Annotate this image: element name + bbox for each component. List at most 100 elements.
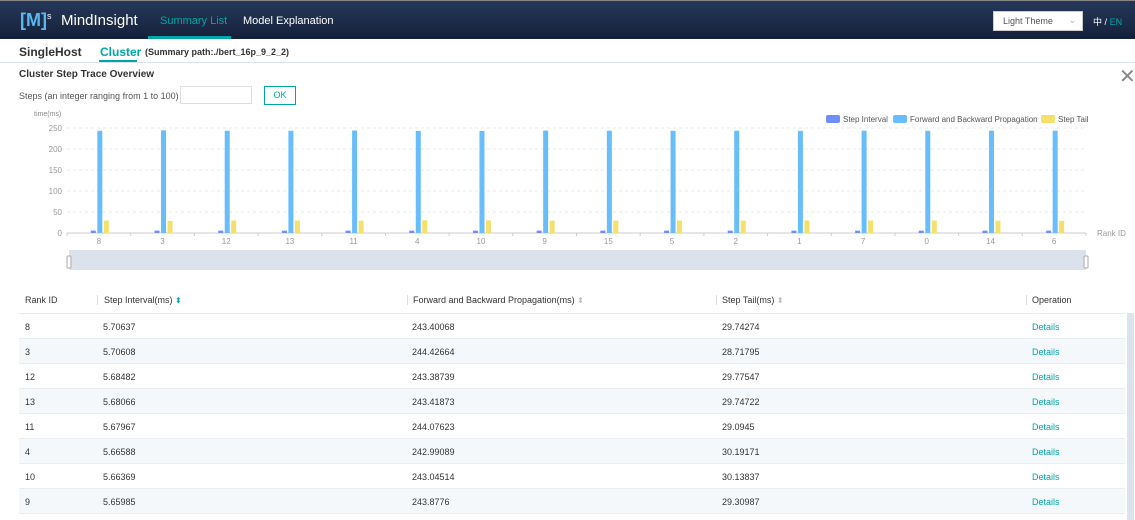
lang-en[interactable]: EN bbox=[1109, 17, 1123, 27]
nav-summary-list[interactable]: Summary List bbox=[160, 15, 228, 27]
table-cell: 29.74274 bbox=[722, 322, 760, 332]
lang-zh[interactable]: 中 bbox=[1093, 17, 1103, 27]
language-switch: 中 / EN bbox=[1093, 17, 1123, 27]
bar-step-tail bbox=[740, 220, 746, 233]
details-link[interactable]: Details bbox=[1032, 497, 1060, 507]
nav-active-indicator bbox=[148, 36, 231, 39]
header-operation: Operation bbox=[1032, 295, 1072, 305]
y-tick-label: 0 bbox=[58, 229, 63, 238]
table-cell: 11 bbox=[25, 422, 35, 432]
legend-label: Step Interval bbox=[843, 115, 888, 124]
bar-step-interval bbox=[791, 230, 797, 233]
bar-forward-and-backward-propagation bbox=[606, 130, 612, 233]
table-cell: 243.40068 bbox=[412, 322, 455, 332]
bar-step-tail bbox=[1059, 220, 1065, 233]
table-cell: 242.99089 bbox=[412, 447, 455, 457]
mindinsight-logo: [M]s bbox=[20, 10, 52, 30]
table-cell: 10 bbox=[25, 472, 36, 482]
bar-step-interval bbox=[281, 230, 287, 233]
bar-step-tail bbox=[167, 220, 173, 233]
bar-step-tail bbox=[995, 220, 1001, 233]
y-tick-label: 250 bbox=[49, 124, 63, 133]
top-bar: [M]s MindInsight Summary List Model Expl… bbox=[0, 0, 1135, 39]
details-link[interactable]: Details bbox=[1032, 372, 1060, 382]
y-tick-label: 200 bbox=[49, 145, 63, 154]
bar-step-interval bbox=[727, 230, 733, 233]
data-zoom-slider[interactable] bbox=[69, 250, 1086, 270]
table-cell: 28.71795 bbox=[722, 347, 760, 357]
steps-input[interactable] bbox=[180, 86, 252, 104]
sort-icon[interactable]: ⬍ bbox=[175, 296, 182, 305]
bar-forward-and-backward-propagation bbox=[797, 130, 803, 233]
table-cell: 5.68066 bbox=[103, 397, 136, 407]
header-rank-id: Rank ID bbox=[25, 295, 58, 305]
steps-label: Steps (an integer ranging from 1 to 100) bbox=[19, 91, 179, 101]
x-tick-label: 1 bbox=[797, 237, 802, 246]
slider-handle-left[interactable] bbox=[66, 255, 72, 269]
column-divider bbox=[97, 295, 98, 305]
table-cell: 244.42664 bbox=[412, 347, 455, 357]
details-link[interactable]: Details bbox=[1032, 347, 1060, 357]
table-row: 3 5.70608 244.42664 28.71795 Details bbox=[19, 339, 1125, 364]
details-link[interactable]: Details bbox=[1032, 422, 1060, 432]
details-link[interactable]: Details bbox=[1032, 322, 1060, 332]
table-cell: 29.77547 bbox=[722, 372, 760, 382]
bar-step-interval bbox=[855, 230, 861, 233]
table-cell: 243.38739 bbox=[412, 372, 455, 382]
slider-handle-right[interactable] bbox=[1083, 255, 1089, 269]
details-link[interactable]: Details bbox=[1032, 472, 1060, 482]
x-tick-label: 14 bbox=[986, 237, 995, 246]
tab-cluster[interactable]: Cluster bbox=[100, 45, 142, 59]
app-name: MindInsight bbox=[61, 12, 138, 29]
details-link[interactable]: Details bbox=[1032, 397, 1060, 407]
legend-swatch bbox=[893, 115, 907, 123]
nav-model-explanation[interactable]: Model Explanation bbox=[243, 15, 334, 27]
header-step-interval[interactable]: Step Interval(ms) ⬍ bbox=[104, 295, 182, 305]
header-step-tail[interactable]: Step Tail(ms) ⬍ bbox=[722, 295, 784, 305]
x-tick-label: 13 bbox=[285, 237, 294, 246]
bar-forward-and-backward-propagation bbox=[861, 130, 867, 233]
x-tick-label: 0 bbox=[925, 237, 930, 246]
bar-step-tail bbox=[103, 220, 109, 233]
sort-icon[interactable]: ⬍ bbox=[776, 296, 784, 305]
bar-step-tail bbox=[358, 220, 364, 233]
bar-step-interval bbox=[600, 230, 606, 233]
bar-forward-and-backward-propagation bbox=[988, 130, 994, 233]
details-link[interactable]: Details bbox=[1032, 447, 1060, 457]
bar-step-interval bbox=[154, 230, 160, 233]
table-cell: 29.74722 bbox=[722, 397, 760, 407]
ok-button[interactable]: OK bbox=[264, 86, 296, 105]
chevron-down-icon: ⌄ bbox=[1068, 15, 1076, 25]
legend-swatch bbox=[826, 115, 840, 123]
theme-select[interactable]: Light Theme ⌄ bbox=[993, 11, 1083, 31]
x-tick-label: 8 bbox=[97, 237, 102, 246]
column-divider bbox=[407, 295, 408, 305]
x-tick-label: 15 bbox=[604, 237, 613, 246]
summary-path: (Summary path:./bert_16p_9_2_2) bbox=[145, 47, 290, 57]
legend-label: Step Tail bbox=[1058, 115, 1089, 124]
table-row: 8 5.70637 243.40068 29.74274 Details bbox=[19, 314, 1125, 339]
table-cell: 29.30987 bbox=[722, 497, 760, 507]
table-cell: 29.0945 bbox=[722, 422, 755, 432]
bar-step-interval bbox=[918, 230, 924, 233]
table-cell: 243.41873 bbox=[412, 397, 455, 407]
bar-step-tail bbox=[677, 220, 683, 233]
bar-forward-and-backward-propagation bbox=[415, 130, 421, 233]
column-divider bbox=[1026, 295, 1027, 305]
table-scrollbar[interactable] bbox=[1127, 313, 1134, 520]
bar-step-tail bbox=[549, 220, 555, 233]
close-icon[interactable]: ✕ bbox=[1119, 66, 1135, 88]
table-cell: 243.8776 bbox=[412, 497, 450, 507]
header-fp-bp[interactable]: Forward and Backward Propagation(ms) ⬍ bbox=[413, 295, 584, 305]
x-tick-label: 7 bbox=[861, 237, 866, 246]
table-row: 4 5.66588 242.99089 30.19171 Details bbox=[19, 439, 1125, 464]
bar-step-interval bbox=[345, 230, 351, 233]
table-cell: 244.07623 bbox=[412, 422, 455, 432]
x-tick-label: 2 bbox=[733, 237, 738, 246]
tab-singlehost[interactable]: SingleHost bbox=[19, 45, 82, 59]
sort-icon[interactable]: ⬍ bbox=[577, 296, 584, 305]
table-cell: 5.68482 bbox=[103, 372, 136, 382]
bar-forward-and-backward-propagation bbox=[97, 130, 103, 233]
table-cell: 4 bbox=[25, 447, 31, 457]
table-cell: 5.70608 bbox=[103, 347, 136, 357]
